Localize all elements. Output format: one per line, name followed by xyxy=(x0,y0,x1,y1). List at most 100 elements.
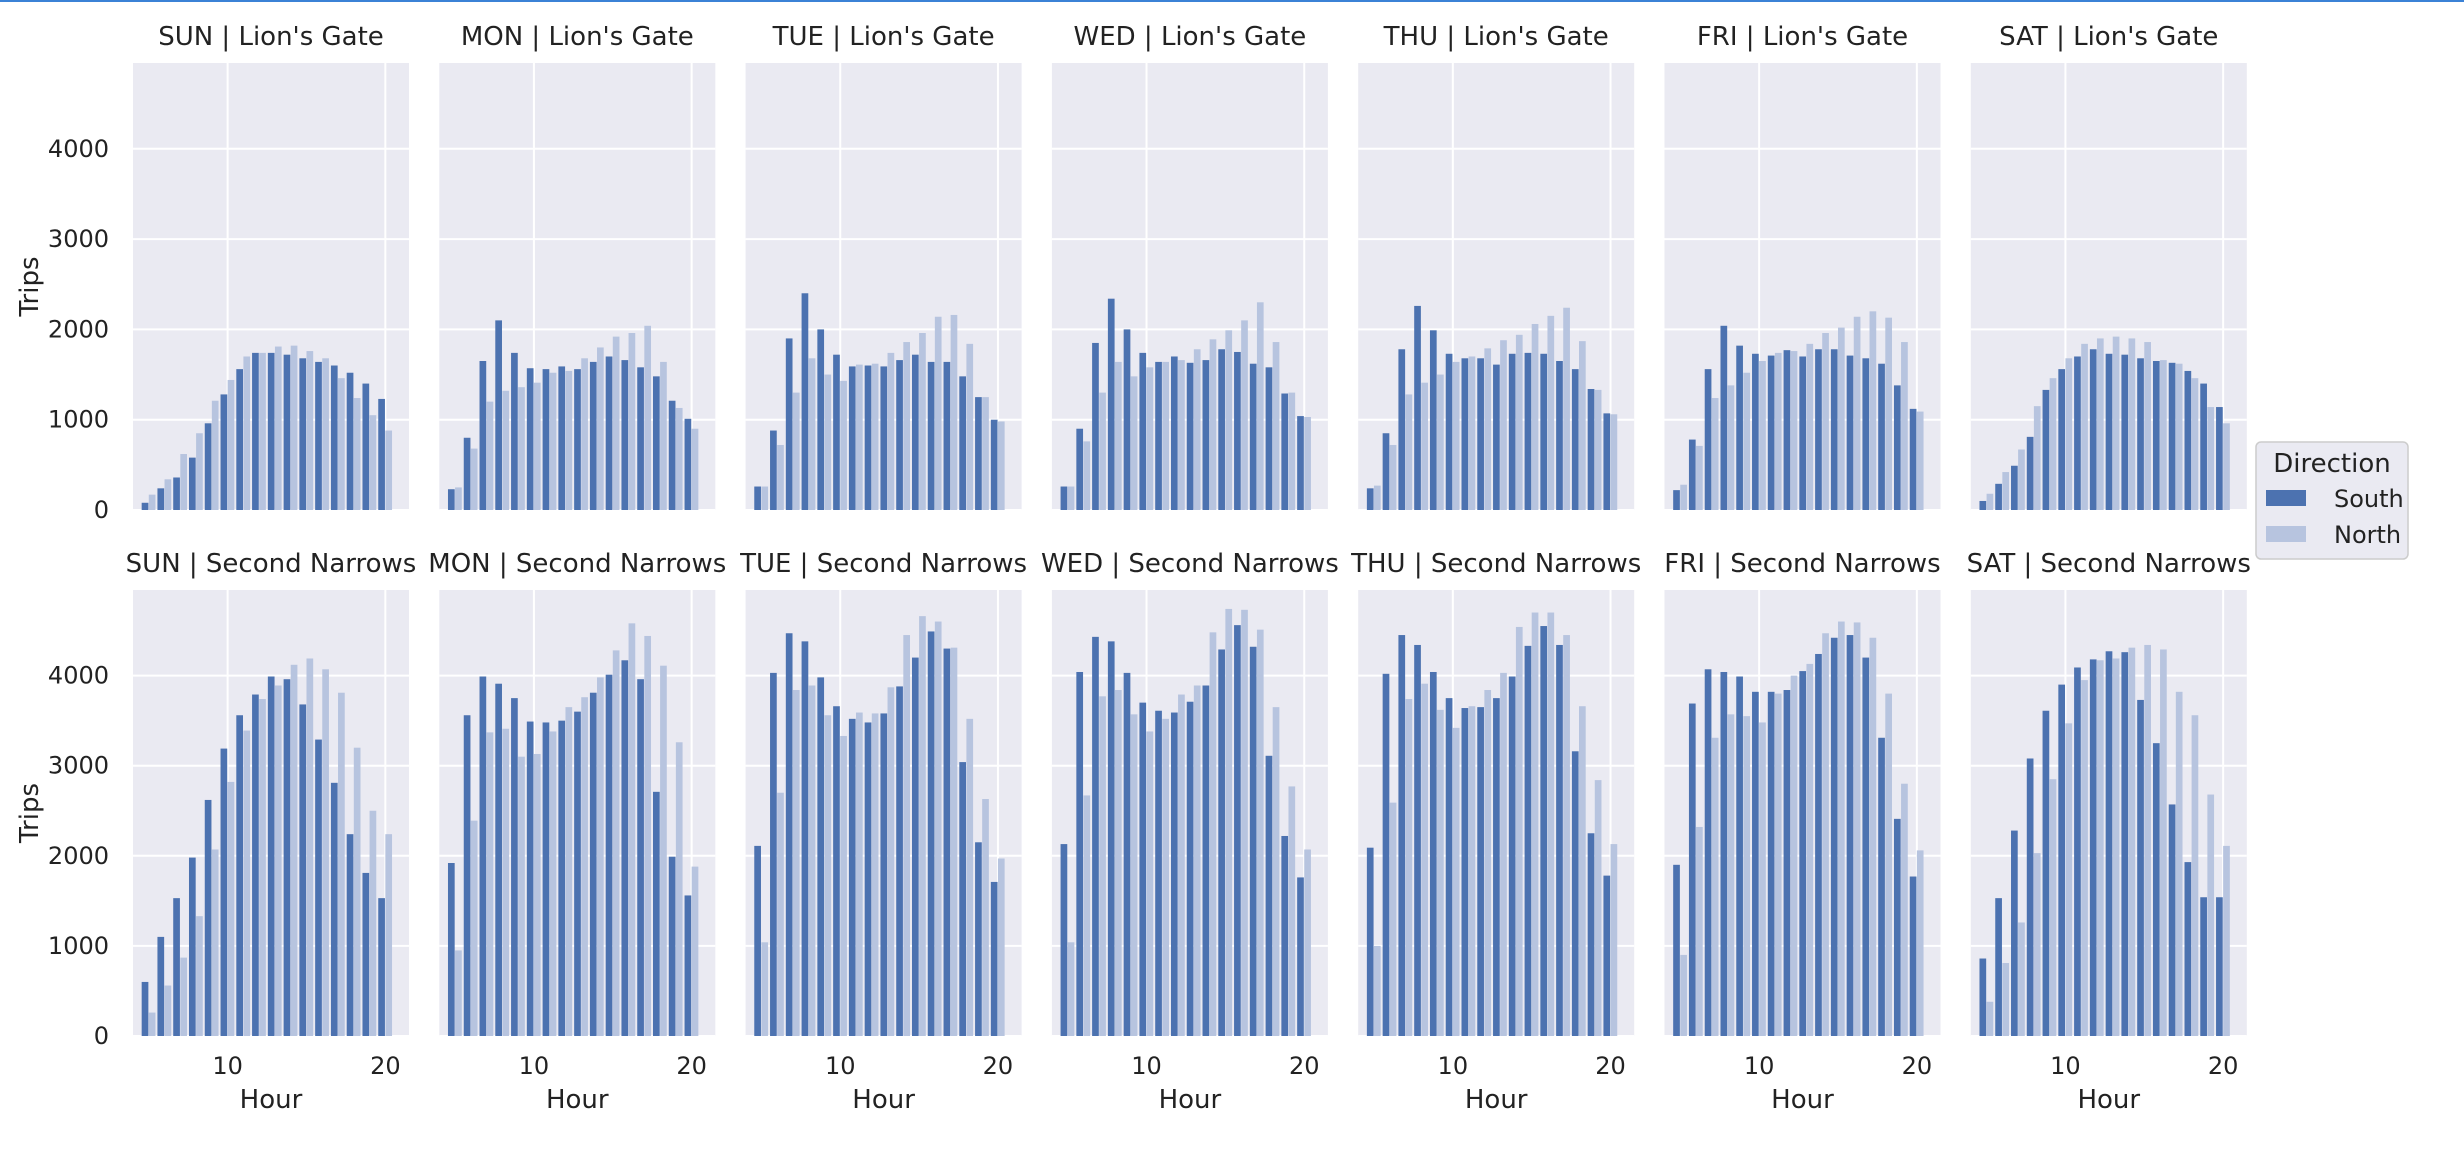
bar-north xyxy=(982,799,989,1036)
bar-south xyxy=(1445,353,1453,510)
bar-south xyxy=(2042,389,2050,510)
bar-north xyxy=(243,356,251,510)
bar-south xyxy=(1186,362,1194,510)
bar-south xyxy=(1170,712,1178,1036)
bar-north xyxy=(322,669,329,1036)
facet-title: THU | Lion's Gate xyxy=(1383,22,1609,52)
bar-south xyxy=(1281,393,1289,510)
bar-south xyxy=(1587,388,1595,510)
bar-north xyxy=(1225,330,1233,510)
bar-north xyxy=(2065,723,2073,1036)
bar-south xyxy=(621,360,629,510)
bar-south xyxy=(1830,637,1838,1036)
bar-south xyxy=(1767,355,1775,510)
facet-title: SUN | Second Narrows xyxy=(126,549,417,579)
bar-north xyxy=(2096,660,2104,1036)
bar-south xyxy=(283,354,291,510)
bar-south xyxy=(1218,649,1225,1036)
bar-north xyxy=(1099,392,1106,510)
bar-north xyxy=(597,677,604,1036)
x-axis-label: Hour xyxy=(1771,1085,1834,1115)
bar-north xyxy=(2112,658,2120,1036)
bar-north xyxy=(549,372,557,510)
bar-north xyxy=(856,364,863,510)
bar-south xyxy=(2026,436,2034,510)
legend-title: Direction xyxy=(2273,449,2390,479)
facet-title: SAT | Lion's Gate xyxy=(1999,22,2218,52)
bar-south xyxy=(1139,352,1147,510)
bar-south xyxy=(511,698,518,1036)
facet-title: THU | Second Narrows xyxy=(1350,549,1641,579)
bar-north xyxy=(1696,445,1703,510)
bar-south xyxy=(1076,671,1084,1036)
bar-south xyxy=(754,486,761,510)
bar-south xyxy=(173,898,180,1036)
bar-north xyxy=(1853,622,1861,1036)
bar-south xyxy=(267,676,275,1036)
bar-south xyxy=(959,762,966,1036)
bar-north xyxy=(1515,334,1523,510)
bar-north xyxy=(2175,363,2183,510)
bar-south xyxy=(2089,659,2097,1036)
x-tick-label: 20 xyxy=(676,1052,707,1080)
bar-north xyxy=(1256,302,1264,510)
bar-north xyxy=(1531,323,1539,510)
y-tick-label: 4000 xyxy=(48,662,109,690)
bar-north xyxy=(2144,644,2151,1036)
bar-south xyxy=(1995,483,2002,510)
bar-south xyxy=(1234,351,1241,510)
bar-north xyxy=(1146,367,1154,510)
bar-south xyxy=(299,704,307,1036)
bar-north xyxy=(2207,794,2215,1036)
bar-north xyxy=(1405,394,1413,510)
bar-north xyxy=(2175,691,2183,1036)
bar-north xyxy=(660,361,667,510)
bar-south xyxy=(1909,876,1917,1036)
bar-south xyxy=(157,488,165,510)
bar-south xyxy=(2058,369,2066,510)
bar-south xyxy=(2137,699,2144,1036)
facet-panel: FRI | Lion's Gate xyxy=(1664,22,1941,511)
bar-south xyxy=(833,354,840,510)
bar-north xyxy=(322,358,329,510)
bar-south xyxy=(1202,360,1210,510)
bar-north xyxy=(211,400,219,510)
bar-north xyxy=(1256,629,1264,1036)
bar-south xyxy=(447,489,455,510)
bar-south xyxy=(2011,830,2018,1036)
bar-south xyxy=(2011,465,2018,510)
bar-north xyxy=(2081,680,2088,1036)
bar-south xyxy=(378,398,385,510)
bar-south xyxy=(346,372,354,510)
bar-south xyxy=(283,679,291,1036)
bar-north xyxy=(1421,683,1428,1036)
y-tick-label: 2000 xyxy=(48,315,109,343)
facet-title: WED | Lion's Gate xyxy=(1074,22,1307,52)
bar-south xyxy=(542,722,550,1036)
bar-north xyxy=(1484,348,1492,510)
bar-north xyxy=(1610,414,1618,510)
bar-south xyxy=(1477,358,1484,510)
bar-north xyxy=(1774,352,1782,510)
bar-south xyxy=(911,354,919,510)
bar-south xyxy=(2216,407,2223,510)
bar-south xyxy=(447,863,455,1036)
bar-south xyxy=(330,365,338,510)
bar-south xyxy=(1382,433,1390,510)
bar-north xyxy=(1579,341,1586,510)
y-tick-label: 0 xyxy=(94,1022,109,1050)
bar-south xyxy=(2184,862,2192,1036)
bar-south xyxy=(1477,707,1484,1036)
facet-panel: TUE | Second Narrows 10 20 Hour xyxy=(739,549,1027,1115)
bar-south xyxy=(1366,847,1374,1036)
bar-north xyxy=(2144,342,2151,510)
bar-south xyxy=(1398,349,1406,510)
bar-north xyxy=(792,392,800,510)
bar-south xyxy=(1830,349,1838,510)
bar-north xyxy=(675,407,683,510)
bar-south xyxy=(1862,358,1870,510)
bar-north xyxy=(1515,626,1523,1036)
bar-south xyxy=(2121,354,2129,510)
bar-south xyxy=(204,799,212,1036)
bar-south xyxy=(1704,369,1712,510)
